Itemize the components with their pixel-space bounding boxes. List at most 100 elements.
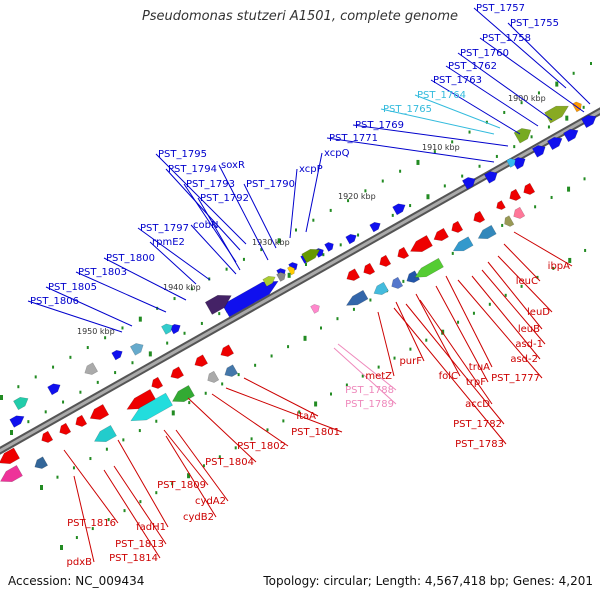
gene-label-pst-1805: PST_1805 bbox=[48, 282, 97, 293]
gene-features bbox=[0, 101, 597, 483]
gene-arrow bbox=[410, 235, 433, 253]
scale-tick bbox=[298, 410, 301, 414]
leader-line bbox=[165, 435, 217, 518]
gene-label-pst-1803: PST_1803 bbox=[78, 267, 127, 278]
leader-line bbox=[430, 79, 521, 135]
leader-line bbox=[103, 469, 161, 559]
gene-label-xcpq: xcpQ bbox=[324, 148, 350, 159]
gene-label-pdxb: pdxB bbox=[67, 557, 93, 568]
scale-tick bbox=[582, 105, 585, 109]
scale-tick bbox=[171, 410, 175, 416]
gene-label-cobn: cobN bbox=[193, 220, 218, 231]
gene-arrow bbox=[0, 465, 23, 483]
gene-label-pst-1806: PST_1806 bbox=[30, 296, 79, 307]
gene-arrow bbox=[511, 157, 526, 170]
scale-label: 1900 kbp bbox=[508, 94, 546, 103]
gene-label-pst-1794: PST_1794 bbox=[168, 164, 217, 175]
scale-tick bbox=[173, 297, 176, 301]
gene-label-pst-1795: PST_1795 bbox=[158, 149, 207, 160]
gene-arrow bbox=[84, 362, 99, 375]
gene-arrow bbox=[345, 234, 357, 245]
leader-line bbox=[415, 293, 461, 377]
scale-tick bbox=[530, 135, 533, 139]
scale-tick bbox=[550, 195, 553, 199]
scale-tick bbox=[287, 272, 291, 278]
gene-label-pst-1777: PST_1777 bbox=[491, 373, 540, 384]
gene-arrow bbox=[130, 392, 173, 422]
gene-arrow bbox=[513, 206, 526, 219]
leader-line bbox=[471, 275, 541, 360]
gene-arrow bbox=[513, 128, 532, 144]
gene-arrow bbox=[406, 270, 421, 283]
gene-arrow bbox=[324, 242, 334, 252]
leader-line bbox=[457, 279, 543, 379]
gene-arrow bbox=[276, 272, 286, 282]
gene-label-leuc: leuC bbox=[516, 276, 538, 287]
scale-tick bbox=[242, 257, 245, 261]
scale-tick bbox=[114, 371, 117, 375]
gene-label-pst-1801: PST_1801 bbox=[291, 427, 340, 438]
gene-arrow bbox=[129, 343, 144, 356]
scale-tick bbox=[329, 208, 332, 212]
scale-tick bbox=[409, 347, 412, 351]
scale-tick bbox=[131, 361, 134, 365]
gene-arrow bbox=[504, 215, 515, 227]
leader-line bbox=[218, 164, 269, 261]
gene-arrow bbox=[161, 323, 173, 335]
scale-tick bbox=[393, 356, 396, 360]
scale-tick bbox=[187, 473, 191, 479]
scale-tick bbox=[357, 233, 360, 237]
scale-label: 1910 kbp bbox=[422, 143, 460, 152]
gene-label-folc: folC bbox=[439, 371, 458, 382]
gene-label-purf: purF bbox=[399, 356, 422, 367]
gene-label-rpme2: rpmE2 bbox=[152, 237, 185, 248]
gene-label-xcpp: xcpP bbox=[299, 164, 323, 175]
leader-line bbox=[243, 377, 319, 417]
gene-label-pst-1809: PST_1809 bbox=[157, 480, 206, 491]
gene-arrow bbox=[509, 188, 522, 201]
scale-tick bbox=[62, 400, 65, 404]
scale-tick bbox=[478, 164, 481, 168]
scale-tick bbox=[402, 279, 405, 283]
scale-tick bbox=[305, 263, 307, 266]
leader-line bbox=[113, 465, 167, 545]
scale-tick bbox=[399, 169, 402, 173]
scale-tick bbox=[381, 179, 384, 183]
gene-arrow bbox=[169, 324, 181, 335]
gene-arrow bbox=[483, 171, 498, 184]
leader-line bbox=[27, 300, 123, 333]
leader-line bbox=[395, 301, 425, 362]
leader-line bbox=[337, 343, 397, 391]
leader-line bbox=[225, 387, 343, 433]
scale-tick bbox=[148, 351, 152, 357]
scale-tick bbox=[303, 335, 307, 341]
leader-line bbox=[149, 241, 197, 285]
leader-line bbox=[405, 303, 505, 425]
gene-arrow bbox=[581, 115, 597, 129]
leader-line bbox=[137, 227, 211, 281]
accession: Accession: NC_009434 bbox=[8, 574, 144, 588]
genome-stats: Topology: circular; Length: 4,567,418 bp… bbox=[263, 574, 593, 588]
gene-arrow bbox=[9, 415, 25, 428]
gene-label-pst-1765: PST_1765 bbox=[383, 104, 432, 115]
scale-tick bbox=[40, 485, 43, 490]
gene-arrow bbox=[224, 364, 239, 377]
scale-tick bbox=[56, 475, 59, 479]
gene-label-pst-1764: PST_1764 bbox=[417, 90, 466, 101]
leader-line bbox=[473, 7, 567, 89]
gene-label-pst-1792: PST_1792 bbox=[200, 193, 249, 204]
scale-tick bbox=[171, 482, 174, 486]
scale-tick bbox=[190, 287, 193, 291]
leader-line bbox=[326, 137, 495, 163]
gene-label-pst-1816: PST_1816 bbox=[67, 518, 116, 529]
gene-arrow bbox=[363, 262, 376, 275]
gene-arrow bbox=[170, 366, 185, 379]
scale-tick bbox=[590, 62, 592, 65]
gene-arrow bbox=[220, 344, 235, 357]
scale-tick bbox=[314, 401, 318, 407]
scale-tick bbox=[552, 266, 555, 270]
scale-tick bbox=[155, 419, 158, 423]
leader-line bbox=[481, 269, 546, 345]
leader-line bbox=[435, 285, 489, 383]
